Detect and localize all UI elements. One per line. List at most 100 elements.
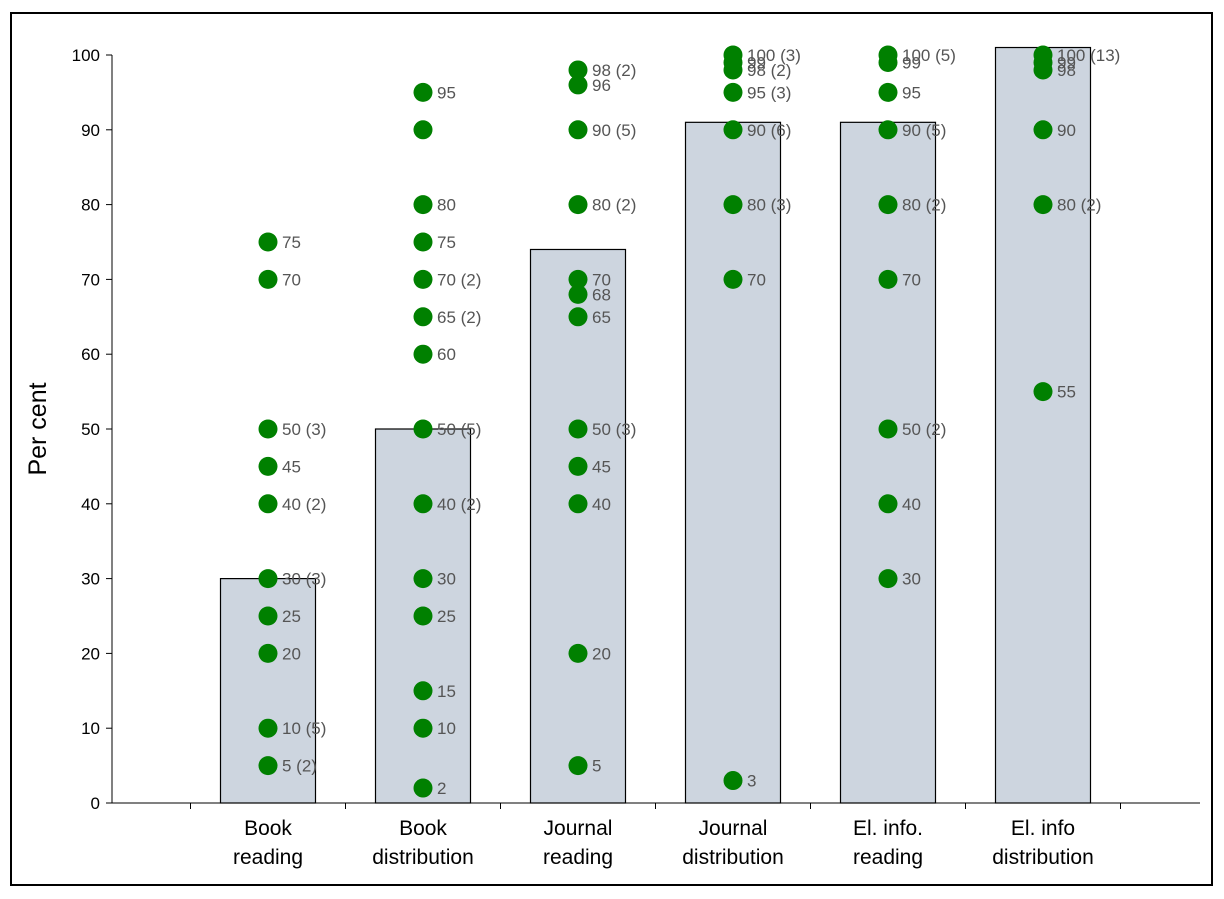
data-point — [413, 82, 433, 102]
data-point-label: 90 — [1057, 121, 1076, 140]
data-point-label: 70 — [592, 270, 611, 289]
data-point — [568, 120, 588, 140]
data-point-label: 80 (3) — [747, 196, 791, 215]
data-point — [413, 606, 433, 626]
data-point-label: 10 (5) — [282, 719, 326, 738]
category-label: El. info — [1011, 817, 1075, 840]
data-point-label: 99 — [747, 53, 766, 72]
data-point — [878, 569, 898, 589]
data-point-label: 20 — [282, 644, 301, 663]
y-tick-label: 70 — [81, 270, 100, 289]
data-point — [878, 52, 898, 72]
data-point-label: 40 (2) — [437, 495, 481, 514]
data-point — [568, 456, 588, 476]
data-point-label: 70 — [282, 270, 301, 289]
data-point-label: 25 — [282, 607, 301, 626]
data-point — [723, 195, 743, 215]
data-point-label: 45 — [592, 457, 611, 476]
y-tick-label: 40 — [81, 495, 100, 514]
data-point-label: 30 — [437, 570, 456, 589]
data-point-label: 75 — [437, 233, 456, 252]
category-label: Book — [244, 817, 292, 840]
data-point-label: 98 (2) — [747, 61, 791, 80]
chart-frame — [10, 12, 1213, 886]
bar — [684, 121, 782, 804]
data-point-label: 5 (2) — [282, 757, 317, 776]
y-ticks: 0 10 20 30 40 50 60 70 80 90 100 — [72, 46, 112, 813]
category-label: Journal — [699, 817, 768, 840]
data-point — [568, 60, 588, 80]
y-axis-label: Per cent — [24, 382, 52, 475]
data-point — [413, 120, 433, 140]
data-point-label: 40 — [902, 495, 921, 514]
bar — [529, 248, 627, 804]
data-point — [413, 494, 433, 514]
data-point-label: 95 — [437, 83, 456, 102]
data-point — [413, 307, 433, 327]
data-point-label: 10 — [437, 719, 456, 738]
data-point — [258, 756, 278, 776]
category-label: El. info. — [853, 817, 923, 840]
data-point-label: 90 (5) — [902, 121, 946, 140]
data-point-label: 15 — [437, 682, 456, 701]
data-point — [413, 195, 433, 215]
data-point-label: 100 (3) — [747, 46, 801, 65]
y-tick-label: 60 — [81, 345, 100, 364]
data-point-label: 70 — [747, 270, 766, 289]
category-label: reading — [233, 846, 303, 869]
category-label: distribution — [992, 846, 1094, 869]
data-point-label: 95 (3) — [747, 83, 791, 102]
data-point-label: 50 (5) — [437, 420, 481, 439]
data-point-label: 70 (2) — [437, 270, 481, 289]
data-point — [258, 456, 278, 476]
data-point-label: 60 — [437, 345, 456, 364]
data-point — [1033, 382, 1053, 402]
data-point — [413, 419, 433, 439]
data-point — [568, 419, 588, 439]
y-tick-label: 20 — [81, 644, 100, 663]
data-point-label: 90 (5) — [592, 121, 636, 140]
data-point — [1033, 60, 1053, 80]
data-point-label: 100 (13) — [1057, 46, 1120, 65]
y-tick-label: 10 — [81, 719, 100, 738]
y-tick-label: 90 — [81, 121, 100, 140]
data-point — [258, 606, 278, 626]
bar — [994, 46, 1092, 804]
category-label: reading — [543, 846, 613, 869]
data-point — [1033, 120, 1053, 140]
data-point — [878, 120, 898, 140]
data-point-label: 98 (2) — [592, 61, 636, 80]
data-point-label: 2 — [437, 779, 446, 798]
data-point-label: 65 (2) — [437, 308, 481, 327]
bar — [839, 121, 937, 804]
data-point-label: 99 — [1057, 53, 1076, 72]
data-point — [878, 82, 898, 102]
data-point — [258, 494, 278, 514]
data-point — [568, 75, 588, 95]
data-point — [1033, 195, 1053, 215]
data-point-label: 80 (2) — [592, 196, 636, 215]
data-point-label: 68 — [592, 285, 611, 304]
data-point-label: 40 (2) — [282, 495, 326, 514]
data-point — [568, 195, 588, 215]
data-point-label: 99 — [902, 53, 921, 72]
data-point-label: 80 — [437, 196, 456, 215]
data-point — [413, 269, 433, 289]
category-label: Book — [399, 817, 447, 840]
data-point — [878, 419, 898, 439]
category-label: distribution — [682, 846, 784, 869]
data-point-label: 50 (2) — [902, 420, 946, 439]
data-point — [258, 569, 278, 589]
data-point — [258, 643, 278, 663]
data-point-label: 45 — [282, 457, 301, 476]
data-point — [258, 232, 278, 252]
data-point-label: 95 — [902, 83, 921, 102]
data-point — [723, 120, 743, 140]
data-point-label: 75 — [282, 233, 301, 252]
data-point-label: 5 — [592, 757, 601, 776]
data-point — [878, 269, 898, 289]
data-point-label: 50 (3) — [592, 420, 636, 439]
data-point-label: 40 — [592, 495, 611, 514]
data-point — [568, 269, 588, 289]
